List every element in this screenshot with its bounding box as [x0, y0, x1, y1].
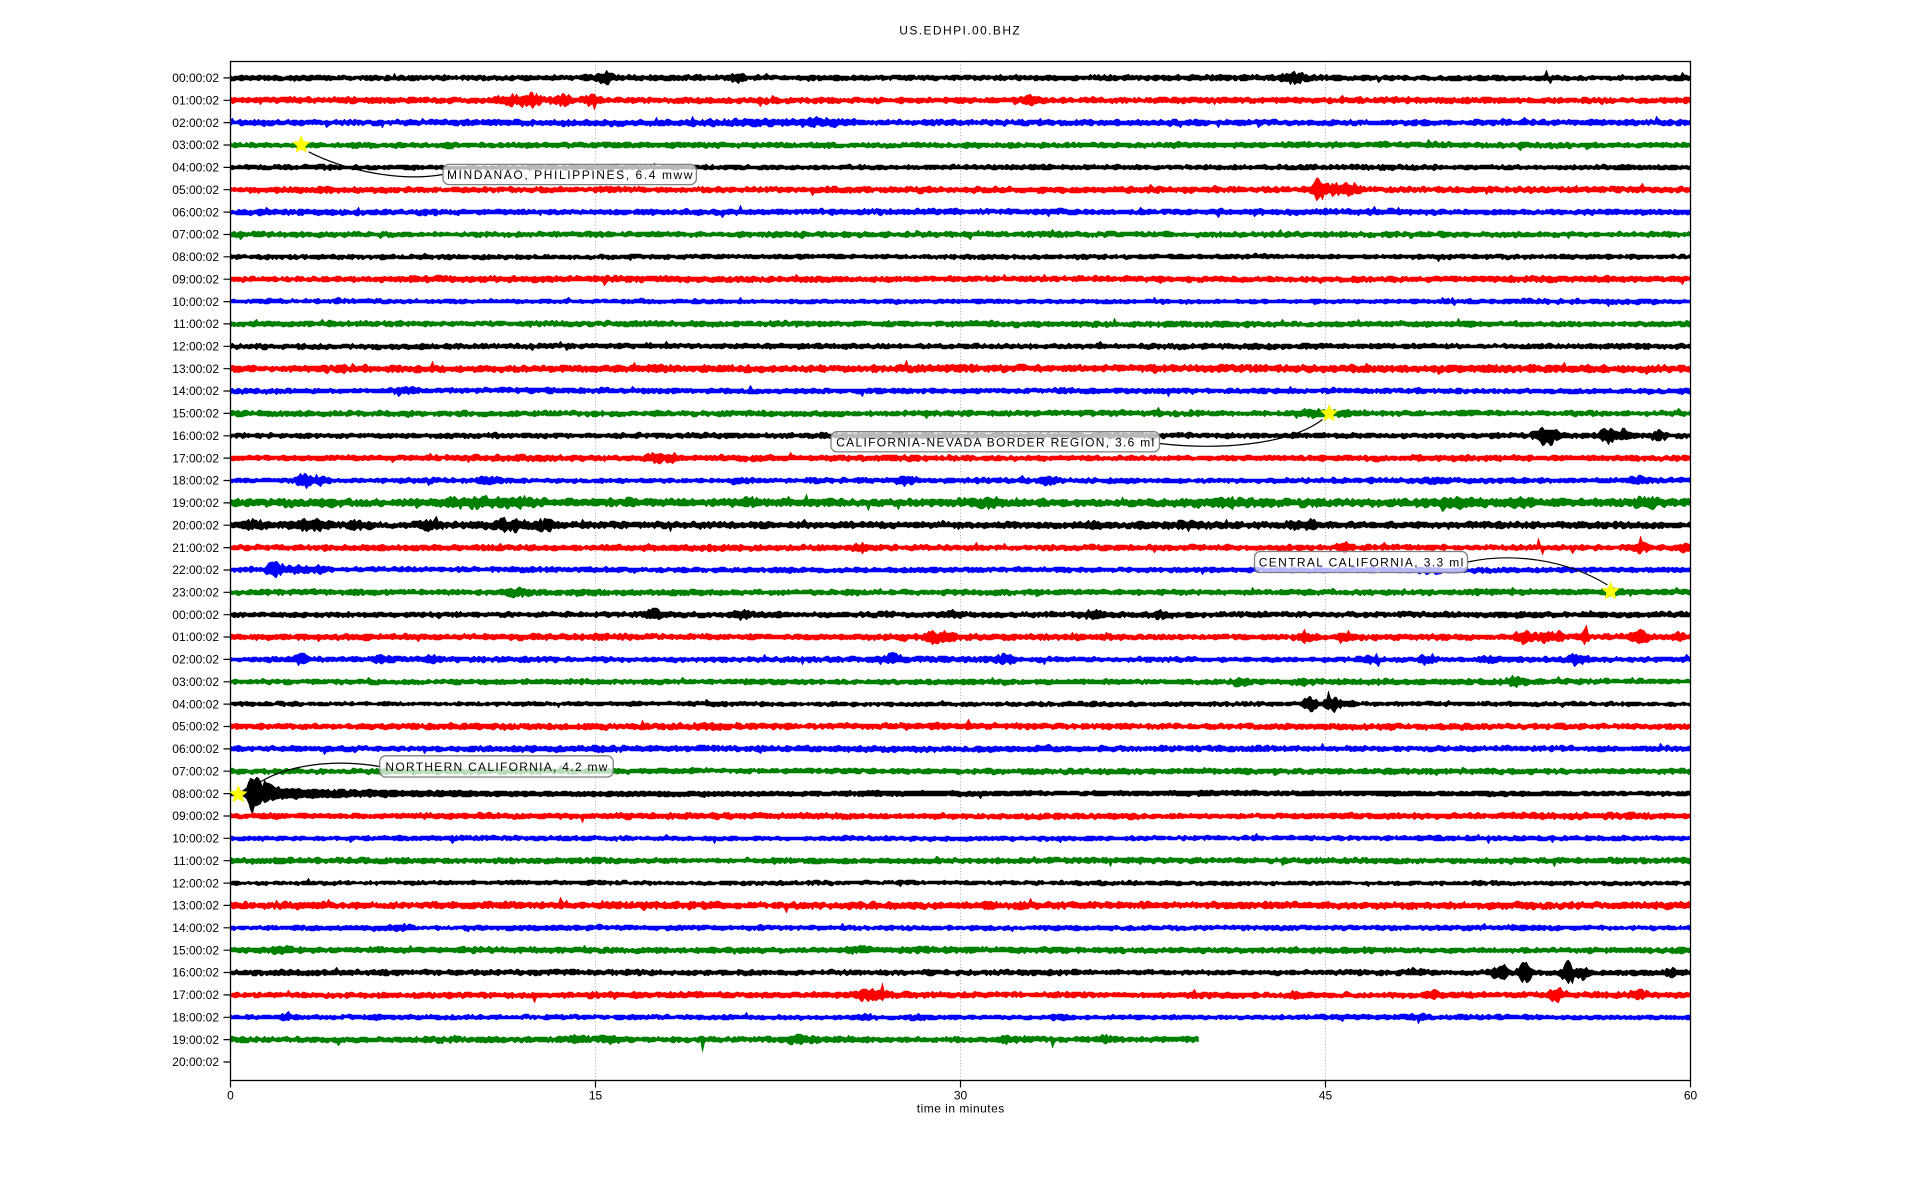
svg-text:06:00:02: 06:00:02 [172, 742, 219, 756]
svg-text:06:00:02: 06:00:02 [172, 205, 219, 219]
svg-text:14:00:02: 14:00:02 [172, 384, 219, 398]
svg-text:18:00:02: 18:00:02 [172, 1011, 219, 1025]
svg-text:19:00:02: 19:00:02 [172, 1033, 219, 1047]
svg-text:21:00:02: 21:00:02 [172, 541, 219, 555]
svg-text:18:00:02: 18:00:02 [172, 474, 219, 488]
svg-text:01:00:02: 01:00:02 [172, 630, 219, 644]
svg-text:03:00:02: 03:00:02 [172, 675, 219, 689]
svg-text:60: 60 [1684, 1089, 1698, 1103]
svg-text:US.EDHPI.00.BHZ: US.EDHPI.00.BHZ [899, 24, 1020, 38]
svg-text:15:00:02: 15:00:02 [172, 407, 219, 421]
svg-text:07:00:02: 07:00:02 [172, 764, 219, 778]
svg-text:01:00:02: 01:00:02 [172, 94, 219, 108]
svg-text:03:00:02: 03:00:02 [172, 138, 219, 152]
svg-text:20:00:02: 20:00:02 [172, 1055, 219, 1069]
svg-text:05:00:02: 05:00:02 [172, 720, 219, 734]
svg-text:45: 45 [1319, 1089, 1333, 1103]
svg-text:08:00:02: 08:00:02 [172, 250, 219, 264]
svg-text:15: 15 [589, 1089, 603, 1103]
svg-text:14:00:02: 14:00:02 [172, 921, 219, 935]
svg-text:08:00:02: 08:00:02 [172, 787, 219, 801]
svg-text:00:00:02: 00:00:02 [172, 608, 219, 622]
svg-text:07:00:02: 07:00:02 [172, 228, 219, 242]
svg-text:04:00:02: 04:00:02 [172, 161, 219, 175]
svg-text:12:00:02: 12:00:02 [172, 340, 219, 354]
svg-text:22:00:02: 22:00:02 [172, 563, 219, 577]
svg-text:13:00:02: 13:00:02 [172, 899, 219, 913]
svg-text:09:00:02: 09:00:02 [172, 809, 219, 823]
svg-text:20:00:02: 20:00:02 [172, 518, 219, 532]
svg-text:16:00:02: 16:00:02 [172, 429, 219, 443]
svg-text:02:00:02: 02:00:02 [172, 116, 219, 130]
svg-text:30: 30 [954, 1089, 968, 1103]
svg-text:NORTHERN CALIFORNIA, 4.2 mw: NORTHERN CALIFORNIA, 4.2 mw [385, 760, 607, 774]
svg-text:13:00:02: 13:00:02 [172, 362, 219, 376]
svg-text:MINDANAO, PHILIPPINES, 6.4 mww: MINDANAO, PHILIPPINES, 6.4 mww [447, 168, 693, 182]
svg-text:02:00:02: 02:00:02 [172, 653, 219, 667]
svg-text:23:00:02: 23:00:02 [172, 586, 219, 600]
svg-text:0: 0 [227, 1089, 234, 1103]
svg-text:17:00:02: 17:00:02 [172, 988, 219, 1002]
svg-text:19:00:02: 19:00:02 [172, 496, 219, 510]
svg-text:17:00:02: 17:00:02 [172, 451, 219, 465]
svg-text:time in minutes: time in minutes [917, 1102, 1005, 1116]
svg-text:04:00:02: 04:00:02 [172, 697, 219, 711]
svg-text:CALIFORNIA-NEVADA BORDER REGIO: CALIFORNIA-NEVADA BORDER REGION, 3.6 ml [836, 436, 1154, 450]
svg-text:00:00:02: 00:00:02 [172, 71, 219, 85]
svg-text:CENTRAL CALIFORNIA, 3.3 ml: CENTRAL CALIFORNIA, 3.3 ml [1259, 556, 1464, 570]
svg-text:11:00:02: 11:00:02 [173, 317, 219, 331]
svg-text:16:00:02: 16:00:02 [172, 966, 219, 980]
svg-text:10:00:02: 10:00:02 [172, 832, 219, 846]
svg-text:12:00:02: 12:00:02 [172, 876, 219, 890]
svg-text:11:00:02: 11:00:02 [173, 854, 219, 868]
svg-text:15:00:02: 15:00:02 [172, 943, 219, 957]
svg-text:09:00:02: 09:00:02 [172, 272, 219, 286]
svg-text:10:00:02: 10:00:02 [172, 295, 219, 309]
svg-text:05:00:02: 05:00:02 [172, 183, 219, 197]
